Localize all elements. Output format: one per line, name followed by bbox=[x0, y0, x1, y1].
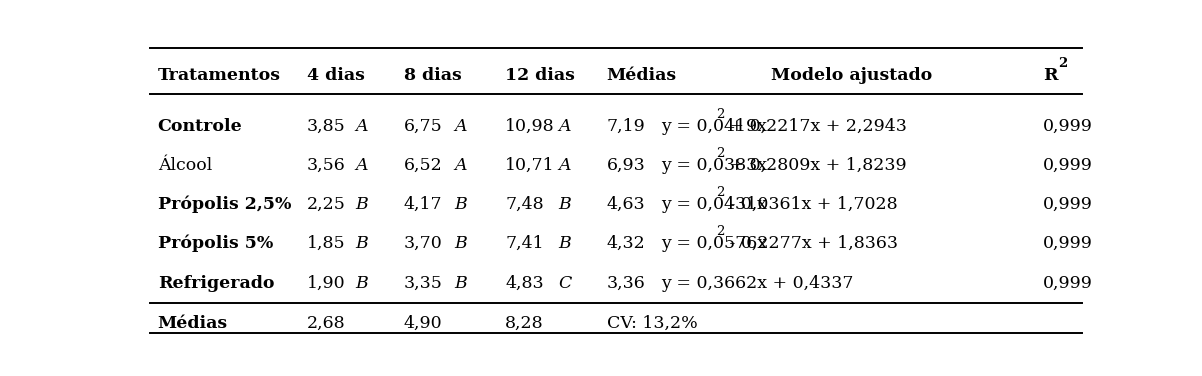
Text: 0,999: 0,999 bbox=[1042, 235, 1093, 252]
Text: 7,48: 7,48 bbox=[505, 196, 543, 213]
Text: 4,32: 4,32 bbox=[607, 235, 645, 252]
Text: y = 0,3662x + 0,4337: y = 0,3662x + 0,4337 bbox=[661, 274, 853, 292]
Text: 7,41: 7,41 bbox=[505, 235, 543, 252]
Text: 6,52: 6,52 bbox=[404, 157, 442, 174]
Text: 6,75: 6,75 bbox=[404, 118, 442, 135]
Text: Refrigerado: Refrigerado bbox=[157, 274, 274, 292]
Text: B: B bbox=[558, 196, 571, 213]
Text: CV: 13,2%: CV: 13,2% bbox=[607, 315, 697, 332]
Text: R: R bbox=[1042, 67, 1058, 84]
Text: B: B bbox=[454, 274, 466, 292]
Text: Própolis 5%: Própolis 5% bbox=[157, 235, 273, 252]
Text: B: B bbox=[356, 235, 368, 252]
Text: 0,999: 0,999 bbox=[1042, 196, 1093, 213]
Text: 8,28: 8,28 bbox=[505, 315, 543, 332]
Text: 3,85: 3,85 bbox=[307, 118, 345, 135]
Text: 0,999: 0,999 bbox=[1042, 118, 1093, 135]
Text: 3,56: 3,56 bbox=[307, 157, 345, 174]
Text: Tratamentos: Tratamentos bbox=[157, 67, 281, 84]
Text: 2: 2 bbox=[716, 147, 725, 160]
Text: 10,98: 10,98 bbox=[505, 118, 555, 135]
Text: B: B bbox=[454, 235, 466, 252]
Text: 7,19: 7,19 bbox=[607, 118, 645, 135]
Text: A: A bbox=[356, 118, 368, 135]
Text: y = 0,0383x: y = 0,0383x bbox=[661, 157, 767, 174]
Text: 2,25: 2,25 bbox=[307, 196, 346, 213]
Text: 2: 2 bbox=[716, 108, 725, 121]
Text: y = 0,0576x: y = 0,0576x bbox=[661, 235, 767, 252]
Text: 3,70: 3,70 bbox=[404, 235, 442, 252]
Text: 2: 2 bbox=[716, 225, 725, 238]
Text: - 0,2277x + 1,8363: - 0,2277x + 1,8363 bbox=[724, 235, 898, 252]
Text: Álcool: Álcool bbox=[157, 157, 212, 174]
Text: 1,90: 1,90 bbox=[307, 274, 345, 292]
Text: Médias: Médias bbox=[607, 67, 677, 84]
Text: Modelo ajustado: Modelo ajustado bbox=[770, 67, 933, 84]
Text: 12 dias: 12 dias bbox=[505, 67, 575, 84]
Text: 4,17: 4,17 bbox=[404, 196, 442, 213]
Text: A: A bbox=[558, 118, 571, 135]
Text: Controle: Controle bbox=[157, 118, 243, 135]
Text: Médias: Médias bbox=[157, 315, 228, 332]
Text: Própolis 2,5%: Própolis 2,5% bbox=[157, 196, 291, 213]
Text: y = 0,0419x: y = 0,0419x bbox=[661, 118, 767, 135]
Text: 10,71: 10,71 bbox=[505, 157, 555, 174]
Text: A: A bbox=[356, 157, 368, 174]
Text: 2,68: 2,68 bbox=[307, 315, 345, 332]
Text: C: C bbox=[558, 274, 571, 292]
Text: - 0,0361x + 1,7028: - 0,0361x + 1,7028 bbox=[724, 196, 898, 213]
Text: A: A bbox=[454, 157, 466, 174]
Text: 4,83: 4,83 bbox=[505, 274, 543, 292]
Text: 6,93: 6,93 bbox=[607, 157, 645, 174]
Text: B: B bbox=[454, 196, 466, 213]
Text: + 0,2809x + 1,8239: + 0,2809x + 1,8239 bbox=[724, 157, 906, 174]
Text: 4 dias: 4 dias bbox=[307, 67, 364, 84]
Text: 0,999: 0,999 bbox=[1042, 157, 1093, 174]
Text: 2: 2 bbox=[716, 186, 725, 199]
Text: 4,63: 4,63 bbox=[607, 196, 645, 213]
Text: 0,999: 0,999 bbox=[1042, 274, 1093, 292]
Text: 2: 2 bbox=[1059, 58, 1067, 70]
Text: B: B bbox=[356, 196, 368, 213]
Text: A: A bbox=[558, 157, 571, 174]
Text: 3,35: 3,35 bbox=[404, 274, 442, 292]
Text: A: A bbox=[454, 118, 466, 135]
Text: 3,36: 3,36 bbox=[607, 274, 645, 292]
Text: 4,90: 4,90 bbox=[404, 315, 442, 332]
Text: B: B bbox=[558, 235, 571, 252]
Text: 8 dias: 8 dias bbox=[404, 67, 462, 84]
Text: + 0,2217x + 2,2943: + 0,2217x + 2,2943 bbox=[724, 118, 908, 135]
Text: y = 0,0431x: y = 0,0431x bbox=[661, 196, 767, 213]
Text: 1,85: 1,85 bbox=[307, 235, 345, 252]
Text: B: B bbox=[356, 274, 368, 292]
